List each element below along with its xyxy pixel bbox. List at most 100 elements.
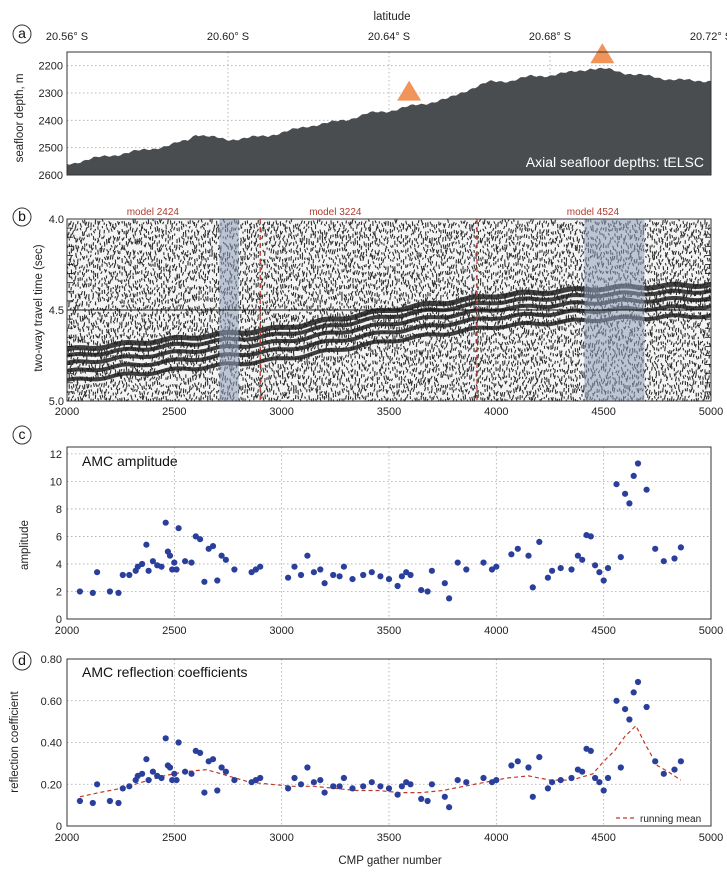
panel-ytick: 2 — [56, 586, 62, 598]
data-point — [630, 472, 637, 479]
panel-ytick: 10 — [50, 476, 62, 488]
data-point — [162, 519, 169, 526]
data-point — [480, 559, 487, 566]
data-point — [360, 571, 367, 579]
data-point — [677, 544, 685, 551]
panel-b-xtick: 2500 — [162, 406, 186, 418]
data-point — [368, 779, 375, 786]
panel-a-plot-layer: 20.56° S 20.60° S 20.64° S 20.68° S 20.72° S… — [39, 31, 727, 182]
data-point — [549, 779, 556, 786]
panel-xtick: 5000 — [699, 832, 723, 844]
data-point — [407, 571, 414, 579]
panel-ytick: 0.60 — [41, 696, 62, 708]
data-point — [454, 559, 461, 566]
data-point — [418, 795, 425, 803]
data-point — [377, 573, 384, 580]
panel-a-ytick: 2300 — [39, 88, 63, 100]
panel-a-top-tick: 20.64° S — [368, 31, 410, 43]
panel-ytick: 4 — [56, 559, 62, 571]
panel-b-seismic-section: b model 2424 model 3224 model 4524 4.0 4.5 5.… — [12, 207, 724, 418]
data-point — [579, 768, 586, 775]
data-point — [377, 783, 384, 790]
data-point — [166, 552, 174, 559]
panel-b-section — [67, 219, 711, 401]
panel-c-badge — [12, 425, 32, 445]
panel-a-label: a — [18, 25, 26, 41]
data-point — [336, 573, 343, 580]
data-point — [291, 774, 298, 782]
data-point — [317, 777, 324, 784]
panel-ytick: 6 — [56, 531, 62, 543]
data-point — [126, 783, 133, 790]
panel-b-label: b — [18, 208, 26, 224]
data-point — [671, 555, 678, 562]
data-point — [604, 774, 612, 782]
panel-b-xtick: 3000 — [269, 406, 293, 418]
data-point — [340, 563, 347, 570]
data-point — [514, 758, 521, 765]
panel-b-plot-layer: model 2424 model 3224 model 45244.04.55.02… — [49, 207, 724, 418]
data-point — [89, 589, 96, 597]
panel-ytick: 12 — [50, 449, 62, 461]
data-point — [218, 552, 225, 559]
data-point — [304, 552, 311, 559]
data-point — [622, 490, 629, 497]
panel-b-xtick: 2000 — [55, 406, 79, 418]
data-point — [145, 777, 152, 784]
panel-b-frame — [66, 218, 712, 402]
panel-frame — [66, 658, 712, 827]
data-point — [557, 565, 564, 572]
data-point — [310, 779, 317, 786]
data-point — [321, 789, 328, 796]
panel-xtick: 4500 — [591, 625, 615, 637]
data-point — [613, 481, 620, 488]
data-point — [214, 577, 221, 584]
data-point — [514, 545, 521, 552]
data-point — [149, 768, 156, 775]
panel-xtick: 2000 — [55, 625, 79, 637]
data-point — [622, 706, 629, 713]
vent-marker-triangle — [590, 43, 615, 64]
panel-b-ytick: 4.5 — [49, 305, 64, 317]
data-point — [529, 584, 536, 591]
panel-xtick: 3500 — [377, 625, 401, 637]
data-point — [349, 785, 356, 792]
data-point — [169, 777, 176, 784]
panel-a-ytick: 2600 — [39, 170, 63, 182]
panel-frame — [66, 446, 712, 620]
data-point — [360, 783, 367, 790]
data-point — [139, 560, 146, 568]
data-point — [600, 787, 607, 794]
panel-xtick: 2500 — [162, 625, 186, 637]
panel-xtick: 2500 — [162, 832, 186, 844]
data-point — [508, 551, 515, 558]
data-point — [257, 563, 264, 570]
data-point — [600, 577, 607, 584]
data-point — [126, 571, 133, 579]
data-point — [652, 758, 659, 765]
data-point — [587, 747, 594, 755]
data-point — [330, 571, 337, 579]
data-point — [441, 793, 448, 800]
data-point — [587, 533, 594, 540]
data-point — [626, 500, 633, 507]
panel-ytick: 0 — [56, 614, 62, 626]
data-point — [143, 541, 150, 548]
data-point — [394, 582, 401, 590]
data-point — [106, 588, 113, 595]
data-point — [385, 576, 393, 583]
data-point — [94, 569, 101, 576]
data-point — [336, 783, 343, 790]
data-point — [188, 770, 195, 777]
data-point — [480, 774, 487, 782]
data-point — [76, 588, 83, 595]
panel-d-label: d — [18, 652, 26, 668]
data-point — [149, 558, 156, 565]
data-point — [143, 756, 150, 763]
data-point — [317, 566, 324, 573]
data-point — [617, 554, 624, 561]
panel-xtick: 5000 — [699, 625, 723, 637]
data-point — [214, 787, 221, 794]
data-point — [446, 804, 453, 811]
data-point — [297, 571, 305, 579]
